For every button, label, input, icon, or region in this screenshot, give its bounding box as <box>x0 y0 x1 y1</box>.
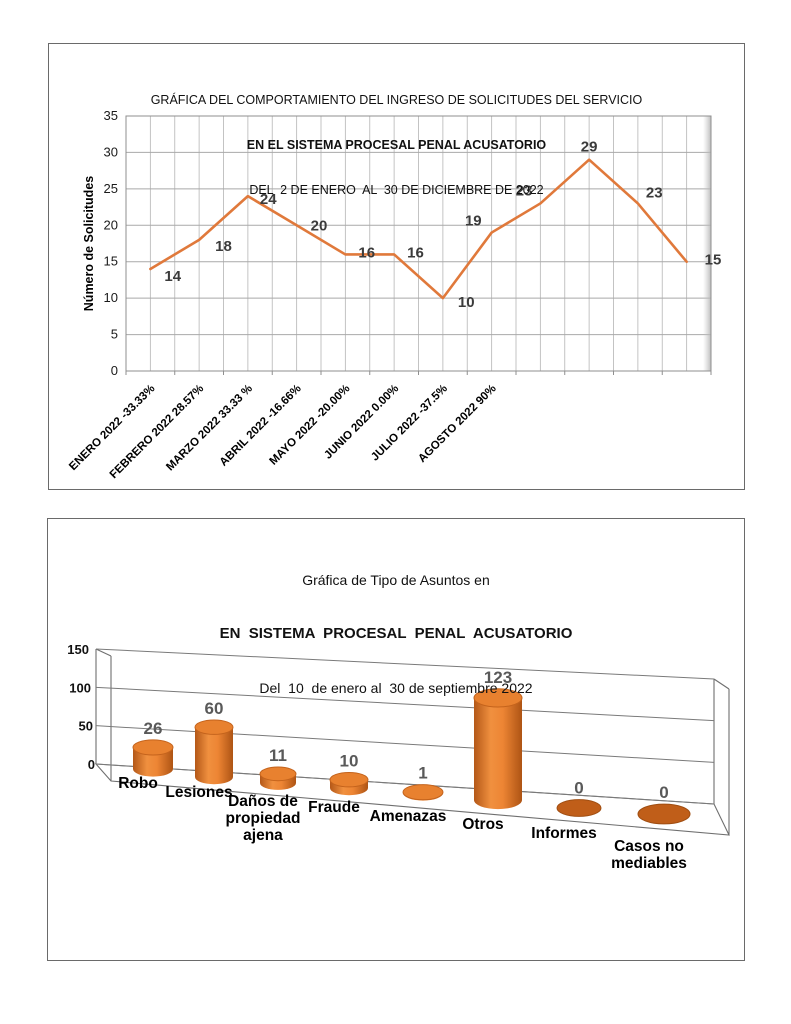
data-label: 16 <box>358 244 375 261</box>
vertical-gridlines <box>125 116 712 371</box>
data-label: 15 <box>705 252 722 269</box>
category-label: Daños de propiedad ajena <box>226 793 301 844</box>
svg-text:10: 10 <box>104 290 118 305</box>
y-axis-ticks: 0 5 10 15 20 25 30 35 <box>104 108 118 378</box>
data-labels: 14 18 24 20 16 16 10 19 23 29 23 15 <box>164 139 721 311</box>
category-label: Lesiones <box>165 784 232 801</box>
cylinder-chart-panel: Gráfica de Tipo de Asuntos en EN SISTEMA… <box>47 518 745 961</box>
category-label: Informes <box>531 825 596 842</box>
category-label: Robo <box>118 775 158 792</box>
data-label: 19 <box>465 213 482 230</box>
value-label: 0 <box>659 783 668 802</box>
data-label: 20 <box>311 217 328 234</box>
plot-right-shadow <box>703 116 711 371</box>
cylinder-chart-title-line3: Del 10 de enero al 30 de septiembre 2022 <box>259 680 533 696</box>
cylinder-chart-title: Gráfica de Tipo de Asuntos en EN SISTEMA… <box>62 535 730 733</box>
line-chart-canvas: 0 5 10 15 20 25 30 35 Número de Solicitudes ENERO… <box>67 108 721 481</box>
category-label: Casos no mediables <box>611 838 687 872</box>
category-label: Amenazas <box>370 808 447 825</box>
x-axis-tick-marks <box>125 371 712 375</box>
cylinder-bar <box>637 803 691 825</box>
x-axis-label: ENERO 2022 -33.33% <box>67 383 157 473</box>
cylinder-bar <box>402 784 444 801</box>
data-label: 16 <box>407 244 424 261</box>
svg-text:15: 15 <box>104 254 118 269</box>
value-labels: 26 60 11 10 1 123 0 0 <box>144 668 669 802</box>
line-chart-title-line1: GRÁFICA DEL COMPORTAMIENTO DEL INGRESO D… <box>150 93 643 107</box>
svg-text:0: 0 <box>111 363 118 378</box>
data-label: 23 <box>646 184 663 201</box>
value-label: 10 <box>340 751 359 770</box>
svg-text:30: 30 <box>104 144 118 159</box>
data-label: 29 <box>581 139 598 156</box>
cylinder-bar <box>329 771 369 796</box>
value-label: 123 <box>484 668 512 687</box>
value-label: 11 <box>269 746 287 765</box>
data-label: 24 <box>260 191 277 208</box>
svg-text:5: 5 <box>111 327 118 342</box>
cylinder-bar <box>259 766 297 790</box>
cylinder-bar <box>556 799 602 817</box>
value-label: 1 <box>418 764 427 783</box>
svg-text:100: 100 <box>69 680 91 695</box>
cylinder-bar <box>473 688 523 810</box>
x-axis-labels: ENERO 2022 -33.33%FEBRERO 2022 28.57%MAR… <box>67 383 499 481</box>
svg-text:35: 35 <box>104 108 118 123</box>
cylinder-series <box>132 688 691 825</box>
data-label: 18 <box>215 238 232 255</box>
category-label: Otros <box>462 816 503 833</box>
cylinder-bar <box>132 739 174 777</box>
value-label: 60 <box>205 699 224 718</box>
x-axis-label: FEBRERO 2022 28.57% <box>108 383 206 481</box>
svg-text:150: 150 <box>67 642 89 657</box>
data-label: 10 <box>458 294 475 311</box>
x-axis-label: MAYO 2022 -20.00% <box>267 383 352 468</box>
x-axis-label: MARZO 2022 33.33 % <box>164 383 255 474</box>
line-chart-title: GRÁFICA DEL COMPORTAMIENTO DEL INGRESO D… <box>63 63 730 228</box>
cylinder-chart-title-line2: EN SISTEMA PROCESAL PENAL ACUSATORIO <box>219 625 573 642</box>
data-label: 14 <box>164 268 181 285</box>
value-label: 26 <box>144 719 163 738</box>
y-axis-ticks: 0 50 100 150 <box>67 642 95 772</box>
cylinder-chart-title-line1: Gráfica de Tipo de Asuntos en <box>302 572 490 588</box>
line-chart-title-line2: EN EL SISTEMA PROCESAL PENAL ACUSATORIO <box>246 138 547 152</box>
line-series <box>149 158 688 300</box>
svg-text:0: 0 <box>88 757 95 772</box>
line-chart-title-line3: DEL 2 DE ENERO AL 30 DE DICIEMBRE DE 202… <box>249 183 544 197</box>
svg-text:20: 20 <box>104 217 118 232</box>
data-label: 23 <box>516 182 533 199</box>
svg-text:50: 50 <box>79 719 93 734</box>
cylinder-chart-canvas: 0 50 100 150 26 60 11 10 1 123 0 0 Robo LesionesDaños… <box>67 642 730 872</box>
x-axis-label: ABRIL 2022 -16.66% <box>218 383 304 469</box>
cylinder-bar <box>194 719 234 785</box>
line-chart-panel: GRÁFICA DEL COMPORTAMIENTO DEL INGRESO D… <box>48 43 745 490</box>
svg-text:25: 25 <box>104 181 118 196</box>
category-label: Fraude <box>308 799 360 816</box>
y-axis-title: Número de Solicitudes <box>82 176 96 311</box>
value-label: 0 <box>574 779 583 798</box>
